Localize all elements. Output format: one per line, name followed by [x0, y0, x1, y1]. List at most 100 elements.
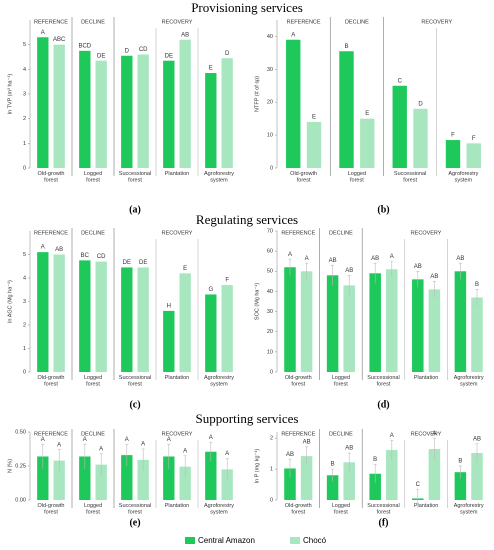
x-tick-label: Plantation	[414, 503, 438, 509]
x-tick-label: Agroforestry system	[454, 375, 484, 388]
bar	[121, 267, 133, 372]
bar	[205, 294, 217, 372]
y-tick-label: 10	[267, 133, 273, 139]
x-tick-label: Successional forest	[367, 503, 399, 516]
significance-letter: AB	[456, 256, 464, 262]
bar	[386, 269, 398, 372]
y-tick-label: 2	[23, 116, 26, 122]
x-tick-label: Plantation	[165, 503, 189, 509]
y-tick-label: 60	[267, 249, 273, 255]
group-label: RECOVERY	[162, 431, 193, 437]
significance-letter: DE	[123, 260, 131, 266]
x-tick-label: Agroforestry system	[204, 171, 234, 184]
x-tick-label: Old-growth forest	[38, 503, 65, 516]
y-tick-label: 20	[267, 100, 273, 106]
significance-letter: F	[225, 278, 229, 284]
bar	[284, 267, 296, 372]
x-tick-label: Successional forest	[367, 375, 399, 388]
significance-letter: B	[344, 44, 348, 50]
group-label: RECOVERY	[411, 230, 442, 236]
x-tick-label: Old-growth forest	[290, 171, 317, 184]
bar	[37, 456, 49, 500]
y-tick-label: 0.25	[15, 463, 26, 469]
y-tick-label: 5	[23, 42, 26, 48]
significance-letter: E	[312, 115, 316, 121]
significance-letter: A	[432, 431, 436, 437]
significance-letter: A	[225, 451, 229, 457]
bar	[445, 140, 461, 168]
group-label: DECLINE	[81, 19, 105, 25]
x-tick-label: Agroforestry system	[448, 171, 478, 184]
y-tick-label: 30	[267, 67, 273, 73]
bar	[326, 475, 339, 500]
bar	[386, 449, 398, 500]
x-tick-label: Logged forest	[84, 375, 102, 388]
bar	[454, 271, 467, 372]
x-tick-label: Logged forest	[84, 503, 102, 516]
significance-letter: AB	[181, 32, 189, 38]
bar	[205, 73, 217, 168]
significance-letter: AB	[55, 247, 63, 253]
panel-label: (e)	[129, 517, 140, 528]
group-label: DECLINE	[81, 230, 105, 236]
bar	[300, 271, 313, 372]
significance-letter: A	[183, 448, 187, 454]
group-label: REFERENCE	[34, 19, 68, 25]
bar	[95, 60, 107, 169]
bar	[284, 468, 296, 500]
significance-letter: A	[57, 442, 61, 448]
significance-letter: C	[398, 78, 403, 84]
significance-letter: D	[225, 51, 230, 57]
y-tick-label: 0	[23, 369, 26, 375]
significance-letter: C	[416, 482, 421, 488]
group-label: DECLINE	[81, 431, 105, 437]
bar	[471, 297, 483, 372]
bar	[360, 118, 375, 168]
significance-letter: D	[418, 101, 423, 107]
y-axis-title: ln AGC (Mg ha⁻¹)	[7, 280, 13, 323]
y-axis-title: SOC (Mg ha⁻¹)	[254, 283, 260, 320]
significance-letter: AB	[329, 258, 337, 264]
bar	[179, 273, 191, 372]
bar	[37, 252, 49, 372]
significance-letter: DE	[139, 260, 147, 266]
group-label: RECOVERY	[162, 19, 193, 25]
significance-letter: B	[458, 459, 462, 465]
x-tick-label: Successional forest	[119, 503, 151, 516]
bar	[221, 469, 233, 500]
significance-letter: A	[305, 256, 309, 262]
x-tick-label: Old-growth forest	[285, 503, 312, 516]
y-tick-label: 4	[23, 67, 26, 73]
bar	[179, 39, 191, 168]
bar	[221, 58, 233, 168]
section-title: Regulating services	[196, 212, 298, 227]
bar	[79, 456, 91, 500]
x-tick-label: Logged forest	[332, 503, 350, 516]
significance-letter: F	[472, 136, 476, 142]
significance-letter: AB	[414, 264, 422, 270]
significance-letter: CD	[97, 254, 106, 260]
group-label: DECLINE	[329, 230, 353, 236]
x-tick-label: Logged forest	[84, 171, 102, 184]
significance-letter: E	[365, 111, 369, 117]
bar	[37, 37, 49, 169]
y-tick-label: 0	[270, 369, 273, 375]
legend-label: Central Amazon	[198, 536, 255, 545]
bar	[163, 60, 175, 169]
group-label: REFERENCE	[287, 19, 321, 25]
significance-letter: E	[183, 266, 187, 272]
bar	[163, 310, 175, 372]
significance-letter: H	[167, 303, 171, 309]
significance-letter: B	[475, 282, 479, 288]
y-tick-label: 40	[267, 34, 273, 40]
significance-letter: B	[373, 457, 377, 463]
bar	[95, 464, 107, 500]
bar	[286, 39, 301, 168]
bar	[53, 44, 65, 168]
y-tick-label: 3	[23, 91, 26, 97]
significance-letter: A	[41, 30, 45, 36]
significance-letter: A	[291, 32, 295, 38]
x-tick-label: Agroforestry system	[204, 375, 234, 388]
significance-letter: AB	[286, 452, 294, 458]
legend-swatch	[185, 537, 195, 544]
